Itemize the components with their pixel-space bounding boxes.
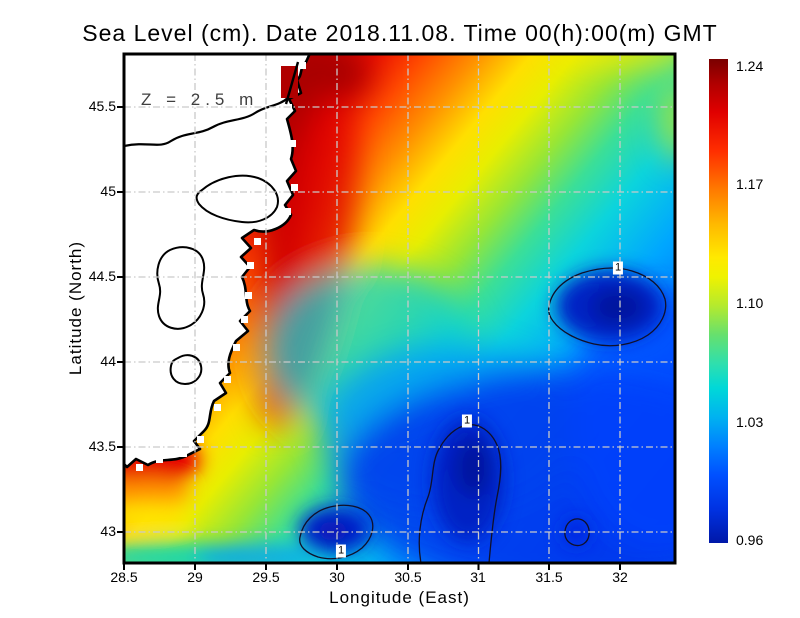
x-tick-label: 31 [470,569,486,585]
y-tick-label: 45 [100,183,116,199]
x-tick-label: 30.5 [394,569,422,585]
colorbar-tick-label: 0.96 [736,532,764,548]
colorbar-tick-label: 1.17 [736,176,764,192]
x-axis-label: Longitude (East) [329,588,470,607]
y-tick-label: 45.5 [88,98,116,114]
depth-annotation: Z = 2.5 m [141,90,259,109]
danube-branch-line [124,96,290,148]
grid-lines [124,54,675,563]
colorbar-tick-label: 1.03 [736,414,764,430]
y-tick-label: 44.5 [88,268,116,284]
colorbar-gradient [709,59,728,543]
contour-line-east-minimum [547,267,667,347]
coast-staircase-cells [136,62,306,471]
colorbar-tick-label: 1.24 [736,58,764,74]
contour-line-small-minimum [564,518,590,547]
axis-ticks [117,106,621,570]
contour-label: 1 [461,414,473,428]
contour-label: 1 [612,261,624,275]
lake-outlines [156,174,279,386]
x-tick-label: 31.5 [535,569,563,585]
y-tick-label: 44 [100,353,116,369]
y-tick-label: 43.5 [88,438,116,454]
plot-frame [122,52,677,565]
y-tick-label: 43 [100,523,116,539]
page-title: Sea Level (cm). Date 2018.11.08. Time 00… [82,20,718,46]
coastline-segment [284,61,300,105]
x-tick-label: 29 [187,569,203,585]
contour-line-southwest-minimum [299,504,374,560]
land-mass [124,54,312,471]
x-tick-label: 32 [612,569,628,585]
colorbar-tick-label: 1.10 [736,295,764,311]
x-tick-label: 28.5 [110,569,138,585]
x-tick-label: 29.5 [252,569,280,585]
x-tick-label: 30 [329,569,345,585]
contour-label: 1 [335,544,347,558]
